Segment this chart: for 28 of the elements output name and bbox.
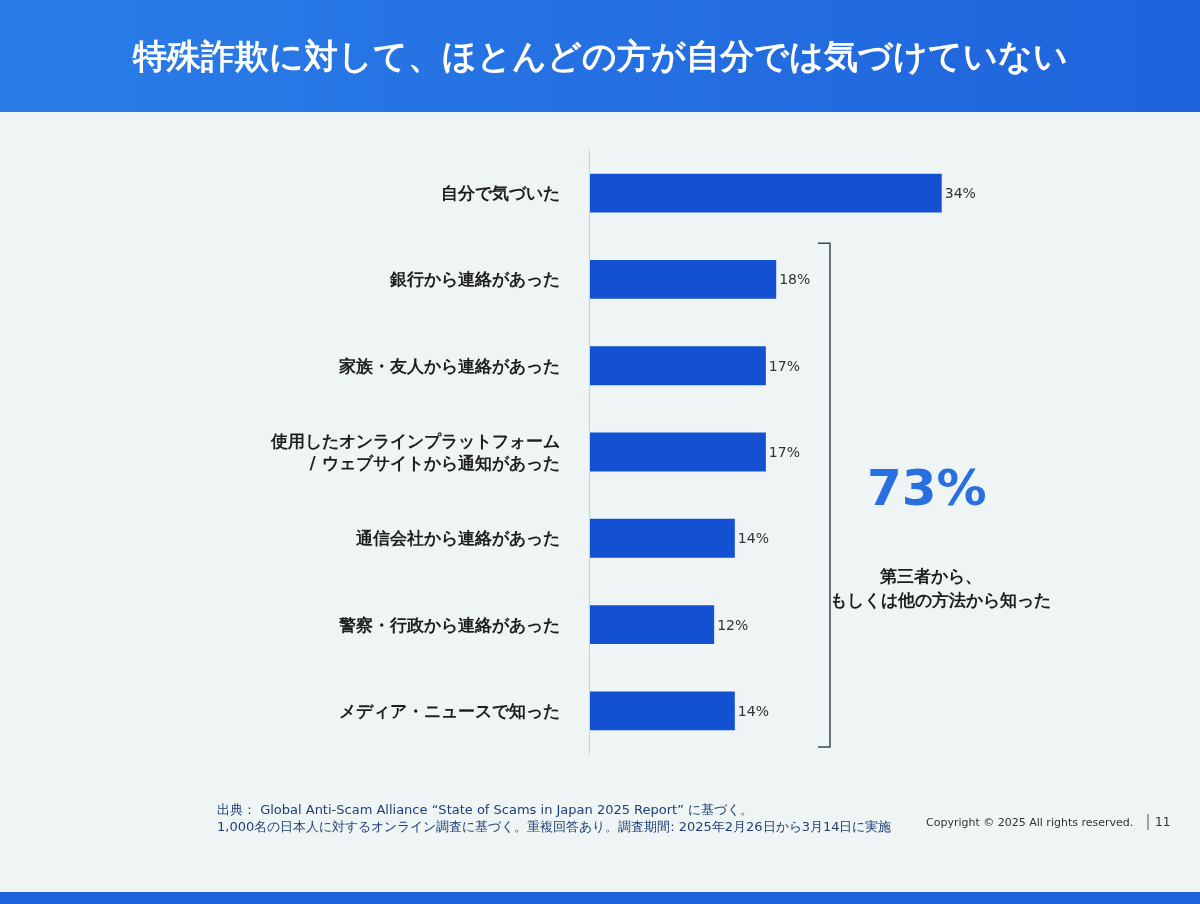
text: 11: [1155, 815, 1171, 829]
y-tick-label: 家族・友人から連絡があった: [337, 355, 560, 376]
data-label: 34%: [944, 185, 976, 202]
data-label: 17%: [768, 444, 800, 460]
bar: [590, 346, 766, 386]
bar: [590, 691, 735, 731]
source-note: 出典： Global Anti-Scam Alliance “State of Scams in Japan 2025 Report” に基づく。 1,000名の日本人に対するオンライン調査に基づく。重複回答あり。調査期間: 2025年2月26日から3月14日に実施: [217, 802, 892, 834]
y-tick-label: 自分で気づいた: [440, 183, 560, 204]
y-tick-label: 警察・行政から連絡があった: [337, 614, 560, 635]
data-label: 18%: [779, 271, 811, 288]
bar: [590, 260, 777, 299]
annotation: 第三者から、: [879, 566, 982, 586]
data-label: 12%: [717, 616, 749, 633]
y-tick-label: メディア・ニュースで知った: [338, 700, 560, 721]
data-label: 14%: [737, 702, 769, 719]
chart-title: 特殊詐欺に対して、ほとんどの方が自分では気づけていない: [131, 35, 1068, 76]
text: Copyright © 2025 All rights reserved.: [926, 816, 1134, 829]
bar: [590, 432, 766, 472]
y-tick-label: 通信会社から連絡があった: [354, 528, 560, 549]
annotation: もしくは他の方法から知った: [830, 590, 1051, 610]
y-tick-label: 使用したオンラインプラットフォーム / ウェブサイトから通知があった: [269, 430, 560, 473]
annotation: 73%: [867, 459, 987, 517]
bar: [590, 173, 942, 213]
bar: [590, 518, 735, 558]
data-label: 17%: [768, 357, 800, 374]
bar: [590, 605, 715, 644]
y-tick-label: 銀行から連絡があった: [388, 269, 560, 290]
data-label: 14%: [737, 530, 769, 547]
